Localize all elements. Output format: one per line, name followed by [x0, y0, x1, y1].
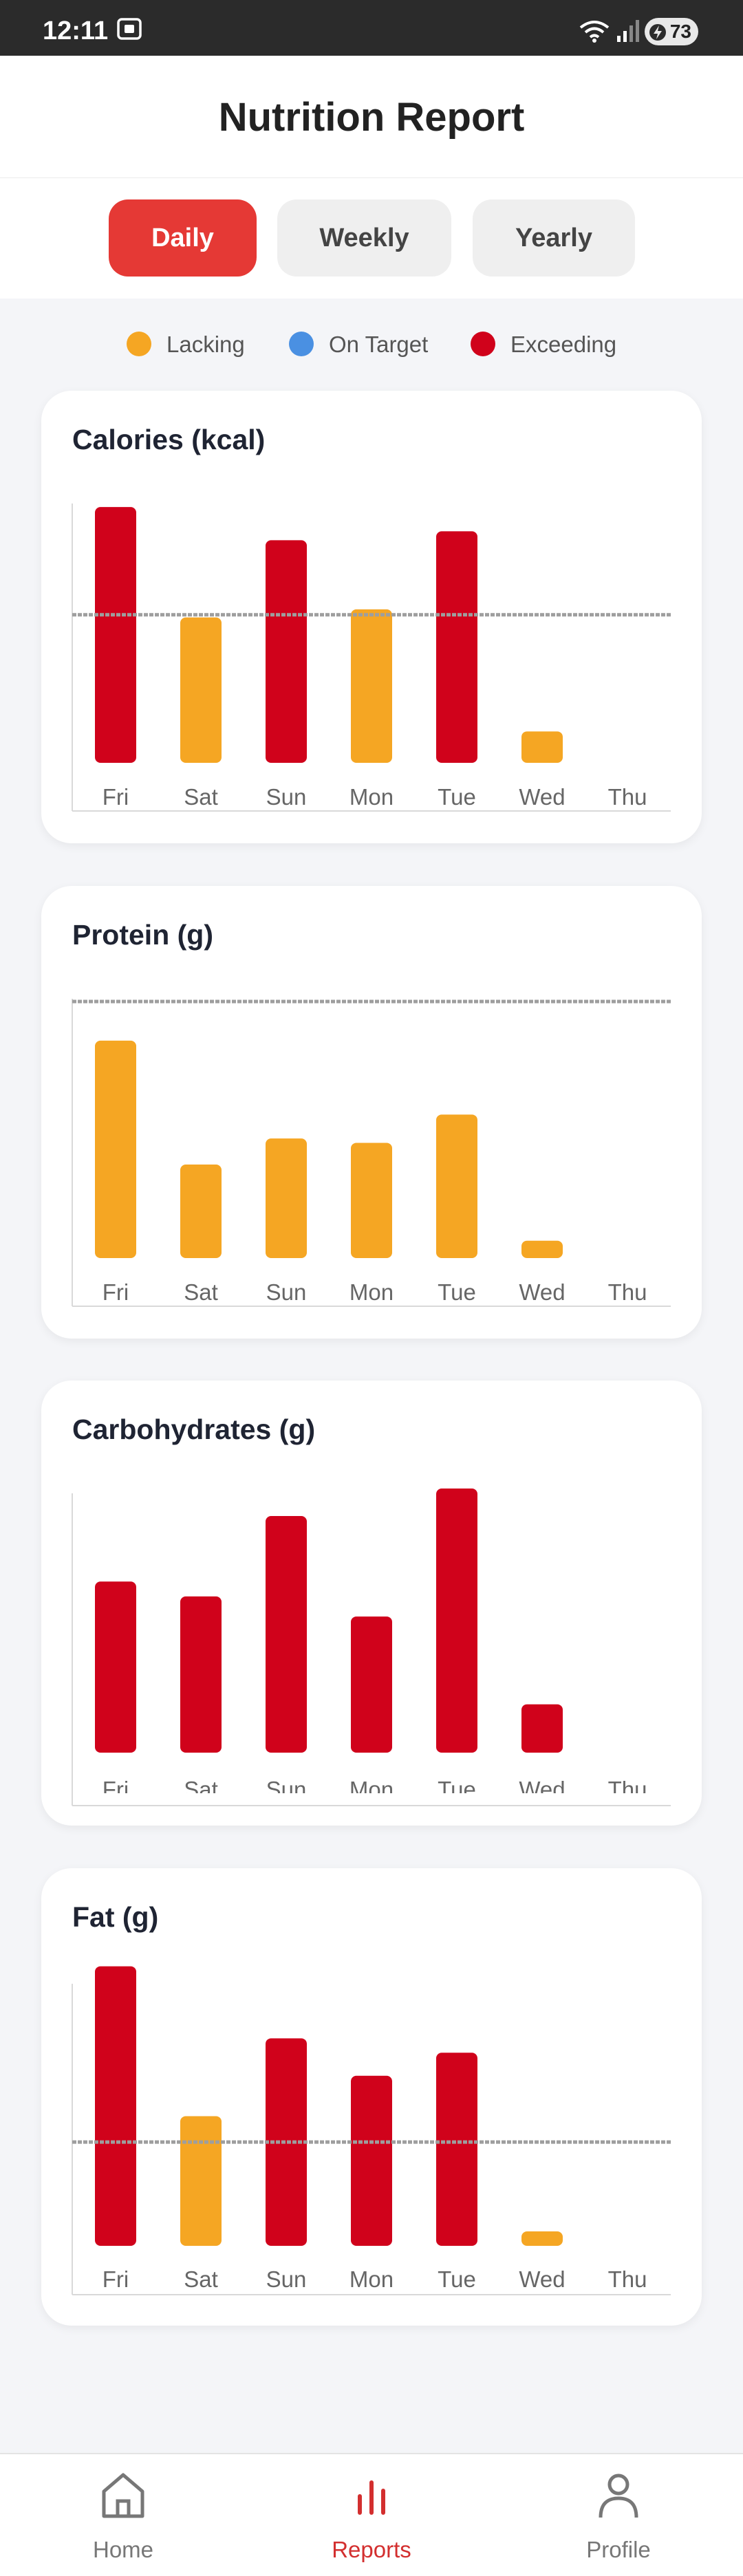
tick-label: Sat: [184, 784, 218, 810]
fat-card: Fat (g) Fri Sat Sun Mon Tue Wed Thu: [41, 1868, 702, 2326]
signal-icon: [616, 19, 640, 46]
bar-mon[interactable]: [351, 1616, 392, 1753]
status-time: 12:11: [43, 17, 109, 45]
tick-label: Sat: [184, 2266, 218, 2292]
legend-dot-on-target: [289, 332, 314, 357]
carbohydrates-card: Carbohydrates (g) Fri Sat Sun Mon Tue Wed Thu: [41, 1381, 702, 1826]
tab-daily[interactable]: Daily: [109, 199, 257, 277]
bar-wed[interactable]: [521, 1240, 563, 1258]
period-tab-bar: Daily Weekly Yearly: [0, 178, 743, 299]
tick-label: Tue: [438, 1279, 476, 1305]
nav-label: Profile: [586, 2537, 651, 2562]
tick-label: Wed: [519, 1279, 565, 1305]
bar-tue[interactable]: [436, 1489, 477, 1753]
bar-sun[interactable]: [266, 1516, 307, 1753]
tick-label: Wed: [519, 2266, 565, 2292]
fat-chart: Fri Sat Sun Mon Tue Wed Thu: [72, 1966, 671, 2295]
tick-label: Sun: [266, 2266, 307, 2292]
tick-label: Thu: [608, 784, 647, 810]
bottom-nav: Home Reports Profile: [0, 2453, 743, 2576]
chart-title: Fat (g): [72, 1901, 159, 1933]
header: Nutrition Report: [0, 56, 743, 179]
bar-mon[interactable]: [351, 1143, 392, 1258]
legend-dot-exceeding: [471, 332, 495, 357]
tab-yearly[interactable]: Yearly: [473, 199, 635, 277]
bar-tue[interactable]: [436, 2053, 477, 2246]
bar-sun[interactable]: [266, 2038, 307, 2246]
legend-dot-lacking: [127, 332, 151, 357]
calories-chart: Fri Sat Sun Mon Tue Wed Thu: [72, 504, 671, 812]
legend-lacking: Lacking: [127, 327, 245, 362]
battery-indicator: 73: [645, 18, 698, 45]
bar-fri[interactable]: [95, 507, 136, 763]
tick-label: Sat: [184, 1279, 218, 1305]
tick-label: Mon: [349, 2266, 394, 2292]
chart-title: Carbohydrates (g): [72, 1414, 316, 1445]
legend-label: Exceeding: [510, 332, 617, 357]
tick-label: Mon: [349, 1279, 394, 1305]
tick-label: Sun: [266, 1279, 307, 1305]
tab-weekly[interactable]: Weekly: [277, 199, 451, 277]
bar-tue[interactable]: [436, 531, 477, 763]
tick-label: Fri: [103, 784, 129, 810]
battery-level: 73: [669, 21, 691, 42]
legend-label: Lacking: [166, 332, 245, 357]
carbohydrates-chart: Fri Sat Sun Mon Tue Wed Thu: [72, 1489, 679, 1807]
bar-sun[interactable]: [266, 540, 307, 763]
tick-label: Fri: [103, 2266, 129, 2292]
status-bar: 12:11 73: [0, 0, 743, 56]
bar-wed[interactable]: [521, 2231, 563, 2246]
bar-wed[interactable]: [521, 731, 563, 763]
nav-label: Reports: [332, 2537, 411, 2562]
protein-card: Protein (g) Fri Sat Sun Mon Tue Wed Thu: [41, 886, 702, 1339]
nav-home[interactable]: Home: [34, 2454, 213, 2576]
tick-label: Tue: [438, 784, 476, 810]
chart-title: Calories (kcal): [72, 424, 266, 455]
legend-exceeding: Exceeding: [471, 327, 616, 362]
tick-label: Wed: [519, 784, 565, 810]
calories-card: Calories (kcal) Fri Sat Sun Mon Tue Wed Thu: [41, 391, 702, 843]
bar-sat[interactable]: [180, 2116, 222, 2246]
home-icon: [100, 2471, 147, 2524]
page-title: Nutrition Report: [218, 95, 525, 140]
protein-chart: Fri Sat Sun Mon Tue Wed Thu: [72, 999, 671, 1307]
bar-tue[interactable]: [436, 1114, 477, 1258]
chart-title: Protein (g): [72, 919, 213, 951]
bar-mon[interactable]: [351, 2075, 392, 2246]
wifi-icon: [579, 19, 610, 46]
bar-fri[interactable]: [95, 1040, 136, 1258]
bar-sat[interactable]: [180, 1596, 222, 1753]
bar-mon[interactable]: [351, 609, 392, 763]
nav-label: Home: [92, 2537, 154, 2562]
tick-label: Tue: [438, 2266, 476, 2292]
legend-on-target: On Target: [289, 327, 428, 362]
tick-label: Fri: [103, 1279, 129, 1305]
tick-label: Thu: [608, 1279, 647, 1305]
screenshot-icon: [117, 18, 142, 43]
tick-label: Thu: [608, 2266, 647, 2292]
nav-profile[interactable]: Profile: [529, 2454, 708, 2576]
battery-bolt-icon: [649, 22, 667, 50]
bar-sat[interactable]: [180, 617, 222, 763]
legend-label: On Target: [329, 332, 429, 357]
bar-wed[interactable]: [521, 1704, 563, 1753]
label-clip: [74, 1793, 679, 1807]
person-icon: [595, 2471, 642, 2524]
legend: Lacking On Target Exceeding: [0, 327, 743, 362]
tick-label: Sun: [266, 784, 307, 810]
bar-fri[interactable]: [95, 1966, 136, 2246]
bar-fri[interactable]: [95, 1581, 136, 1753]
bar-sat[interactable]: [180, 1165, 222, 1258]
nav-reports[interactable]: Reports: [282, 2454, 461, 2576]
tick-label: Mon: [349, 784, 394, 810]
bar-chart-icon: [348, 2471, 395, 2524]
bar-sun[interactable]: [266, 1138, 307, 1258]
